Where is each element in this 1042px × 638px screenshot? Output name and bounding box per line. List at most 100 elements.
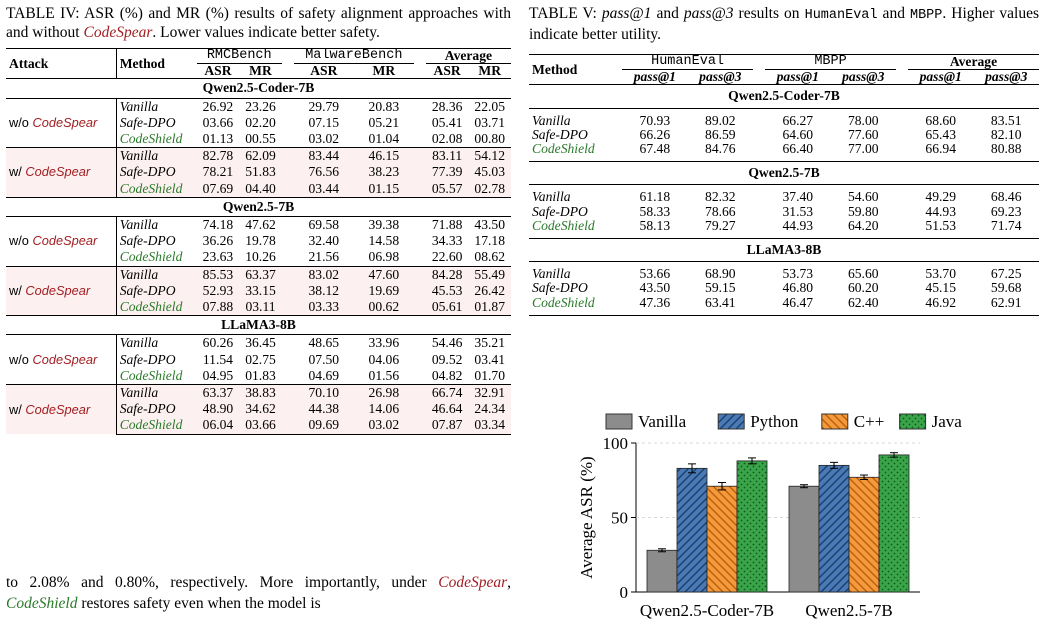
value-cell: 44.93 xyxy=(782,217,814,233)
method-cell: CodeShield xyxy=(115,249,197,267)
method-cell: Safe-DPO xyxy=(532,203,588,219)
table-row: CodeShield 07.69 04.40 03.44 01.15 05.57 02.78 xyxy=(6,180,511,198)
value-cell: 02.08 xyxy=(431,131,463,147)
method-cell: CodeShield xyxy=(532,141,595,157)
value-cell: 45.15 xyxy=(925,280,957,296)
header-asr: ASR xyxy=(310,63,338,79)
value-cell: 89.02 xyxy=(687,107,754,128)
method-cell: CodeShield xyxy=(115,367,197,385)
table-row: CodeShield 47.36 63.41 46.47 62.40 46.92 62.91 xyxy=(529,295,1039,316)
value-cell: 64.60 xyxy=(782,126,814,142)
t5-header-pass3: pass@3 xyxy=(842,69,885,85)
value-cell: 62.09 xyxy=(239,147,282,165)
table5-model-row: Qwen2.5-Coder-7B xyxy=(529,84,1039,109)
value-cell: 66.27 xyxy=(765,107,831,128)
table5-model-row: Qwen2.5-7B xyxy=(529,161,1039,185)
t5-cap-suffix: . Higher values indicate better utility. xyxy=(529,5,1039,43)
attack-prefix: w/o xyxy=(9,114,33,130)
bar xyxy=(736,460,768,593)
t5-cap-a: TABLE V: xyxy=(529,5,602,22)
t5-cap-pass1: pass@1 xyxy=(601,5,652,22)
value-cell: 78.21 xyxy=(196,164,240,181)
t5-header-mbpp: MBPP xyxy=(765,53,896,71)
value-cell: 03.34 xyxy=(468,417,511,435)
table-row: w/o CodeSpear Vanilla 74.18 47.62 69.58 39.38… xyxy=(6,216,511,267)
method-cell: CodeShield xyxy=(115,131,197,148)
value-cell: 26.98 xyxy=(353,384,414,402)
attack-codespear: CodeSpear xyxy=(25,401,91,417)
value-cell: 84.76 xyxy=(705,141,736,157)
value-cell: 02.75 xyxy=(245,351,276,367)
t5-header-pass1: pass@1 xyxy=(919,69,962,85)
value-cell: 03.41 xyxy=(474,351,505,367)
value-cell: 77.60 xyxy=(847,126,879,142)
method-cell: CodeShield xyxy=(115,180,197,198)
value-cell: 64.20 xyxy=(847,217,879,233)
value-cell: 10.26 xyxy=(245,249,276,265)
t5-header-pass1: pass@1 xyxy=(776,69,819,85)
table-row: Safe-DPO 58.33 78.66 31.53 59.80 44.93 69.23 xyxy=(529,203,1039,219)
value-cell: 32.40 xyxy=(308,233,340,249)
x-tick-label: Qwen2.5-7B xyxy=(805,601,892,620)
value-cell: 77.39 xyxy=(425,164,469,181)
value-cell: 26.92 xyxy=(196,97,240,115)
value-cell: 83.51 xyxy=(973,107,1039,128)
value-cell: 03.33 xyxy=(293,299,354,316)
legend-swatch xyxy=(717,413,745,430)
value-cell: 03.02 xyxy=(308,131,340,147)
value-cell: 65.60 xyxy=(830,261,896,282)
value-cell: 83.02 xyxy=(293,265,354,283)
value-cell: 05.61 xyxy=(425,299,469,316)
value-cell: 01.87 xyxy=(468,299,511,316)
value-cell: 38.83 xyxy=(239,384,282,402)
header-method: Method xyxy=(115,47,197,79)
t5-header-average: Average xyxy=(907,53,1039,71)
value-cell: 21.56 xyxy=(308,249,340,265)
table4-caption-codespear: CodeSpear xyxy=(83,24,153,41)
value-cell: 14.58 xyxy=(368,233,400,249)
value-cell: 03.44 xyxy=(293,180,354,198)
value-cell: 17.18 xyxy=(474,233,505,249)
attack-codespear: CodeSpear xyxy=(32,233,98,249)
value-cell: 31.53 xyxy=(782,203,814,219)
method-cell: CodeShield xyxy=(532,217,595,233)
table-row: w/ CodeSpear Vanilla 85.53 63.37 83.02 47.60 8… xyxy=(6,265,511,316)
value-cell: 71.74 xyxy=(990,217,1022,233)
table-row: w/o CodeSpear Vanilla 60.26 36.45 48.65 33.96… xyxy=(6,334,511,385)
table-row: Vanilla 70.93 89.02 66.27 78.00 68.60 83.51 xyxy=(529,107,1039,128)
asr-bar-chart: Vanilla Python C++ Java 0 50 100 Average ASR (… xyxy=(560,405,1040,633)
value-cell: 07.88 xyxy=(196,299,240,316)
header-malwarebench: MalwareBench xyxy=(293,47,414,65)
value-cell: 06.04 xyxy=(196,417,240,435)
value-cell: 54.60 xyxy=(830,184,896,205)
chart-svg: Vanilla Python C++ Java 0 50 100 Average ASR (… xyxy=(577,412,962,620)
body-text-1: to 2.08% and 0.80%, respectively. More i… xyxy=(6,574,439,591)
value-cell: 70.10 xyxy=(293,384,354,402)
method-cell: Safe-DPO xyxy=(115,233,197,250)
y-tick-label: 50 xyxy=(611,509,628,528)
legend-label: Vanilla xyxy=(638,412,687,431)
table-row: Safe-DPO 66.26 86.59 64.60 77.60 65.43 82.10 xyxy=(529,126,1039,142)
method-cell: CodeShield xyxy=(529,295,623,316)
bar xyxy=(676,467,708,593)
legend-label: C++ xyxy=(854,412,885,431)
attack-prefix: w/ xyxy=(9,401,26,417)
y-axis-label: Average ASR (%) xyxy=(577,456,596,578)
header-attack: Attack xyxy=(6,47,117,79)
bar xyxy=(706,485,738,593)
value-cell: 52.93 xyxy=(196,282,240,300)
value-cell: 47.60 xyxy=(353,265,414,283)
table-row: Safe-DPO 52.93 33.15 38.12 19.69 45.53 26.42 xyxy=(6,282,511,300)
table4-model-row: Qwen2.5-7B xyxy=(6,196,511,217)
value-cell: 44.93 xyxy=(925,203,957,219)
value-cell: 37.40 xyxy=(765,184,831,205)
value-cell: 74.18 xyxy=(196,216,240,234)
header-asr: ASR xyxy=(204,63,232,79)
header-rmcbench: RMCBench xyxy=(196,47,282,65)
table-row: w/ CodeSpear Vanilla 63.37 38.83 70.10 26.98 6… xyxy=(6,384,511,435)
attack-codespear: CodeSpear xyxy=(32,114,98,130)
value-cell: 23.63 xyxy=(202,249,234,265)
method-cell: CodeShield xyxy=(115,417,197,435)
value-cell: 29.79 xyxy=(293,97,354,115)
table-row: CodeShield 23.63 10.26 21.56 06.98 22.60 08.62 xyxy=(6,249,511,267)
